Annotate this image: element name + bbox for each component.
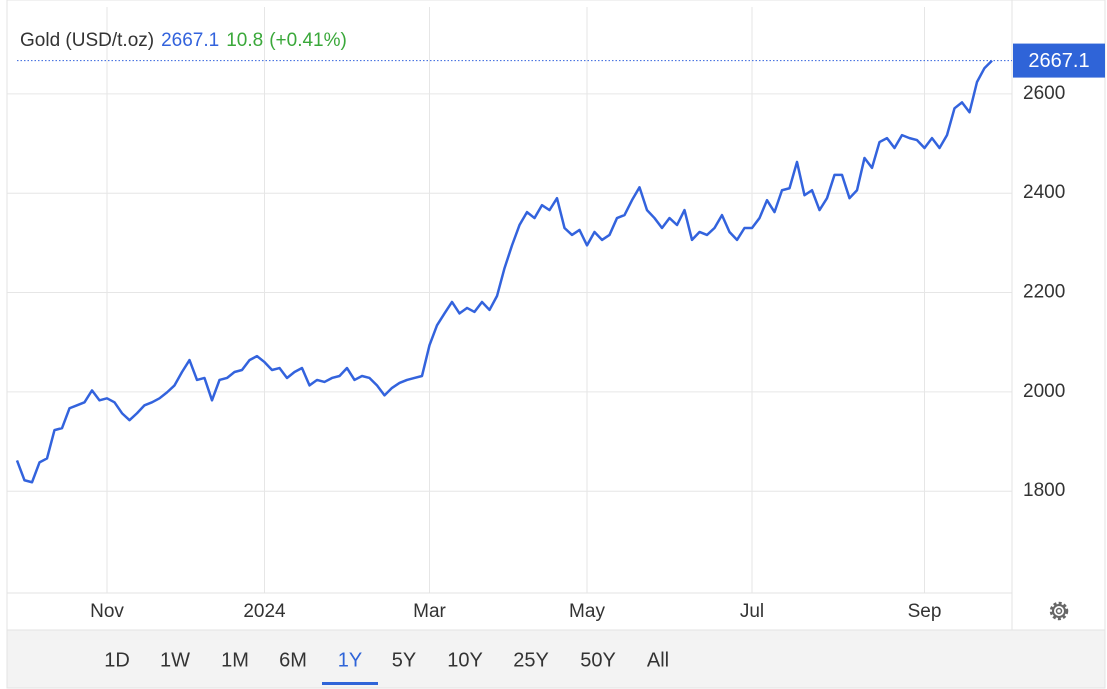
range-button[interactable]: 50Y bbox=[580, 649, 616, 671]
y-tick-label: 2400 bbox=[1023, 182, 1065, 203]
range-button[interactable]: 1W bbox=[160, 649, 190, 671]
gear-ring bbox=[1052, 604, 1066, 618]
x-tick-label: Nov bbox=[90, 601, 124, 622]
last-price-label: 2667.1 bbox=[1028, 50, 1089, 72]
range-button[interactable]: 6M bbox=[279, 649, 307, 671]
chart-frame bbox=[6, 0, 1106, 631]
instrument-name: Gold (USD/t.oz) bbox=[20, 30, 154, 51]
range-button[interactable]: 25Y bbox=[513, 649, 549, 671]
last-price-box bbox=[1013, 43, 1105, 78]
price: 2667.1 bbox=[161, 30, 219, 51]
change: 10.8 bbox=[226, 30, 263, 51]
y-tick-label: 2200 bbox=[1023, 282, 1065, 303]
gear-hub bbox=[1055, 607, 1063, 615]
x-tick-label: 2024 bbox=[243, 601, 286, 622]
x-tick-label: May bbox=[569, 601, 605, 622]
gear-teeth bbox=[1049, 601, 1069, 621]
settings-icon[interactable] bbox=[1049, 601, 1069, 621]
range-bar bbox=[6, 629, 1106, 689]
range-button[interactable]: 10Y bbox=[447, 649, 483, 671]
y-tick-label: 2000 bbox=[1023, 381, 1065, 402]
y-tick-label: 2600 bbox=[1023, 83, 1065, 104]
price-line bbox=[15, 59, 993, 484]
y-tick-label: 1800 bbox=[1023, 480, 1065, 501]
range-button[interactable]: All bbox=[647, 649, 669, 671]
x-tick-label: Sep bbox=[908, 601, 942, 622]
x-tick-label: Jul bbox=[740, 601, 764, 622]
range-button[interactable]: 1Y bbox=[338, 649, 362, 671]
x-tick-label: Mar bbox=[413, 601, 446, 622]
range-button[interactable]: 5Y bbox=[392, 649, 416, 671]
range-button[interactable]: 1D bbox=[104, 649, 130, 671]
range-button[interactable]: 1M bbox=[221, 649, 249, 671]
active-range-underline bbox=[322, 682, 378, 685]
change-percent: (+0.41%) bbox=[269, 30, 347, 51]
